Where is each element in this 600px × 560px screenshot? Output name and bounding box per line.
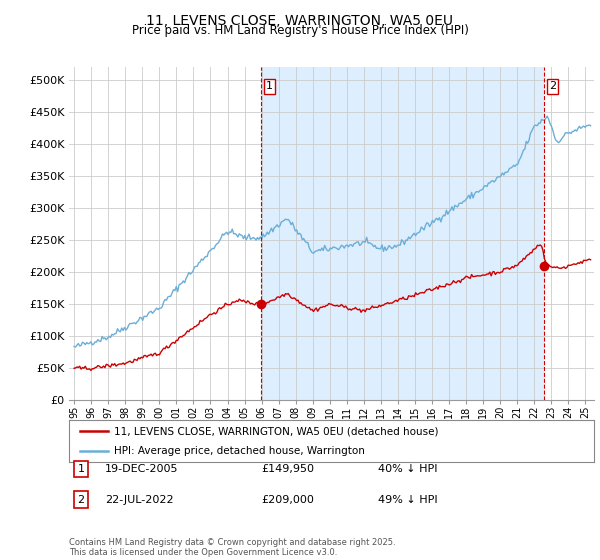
Text: 20: 20 [187,431,200,441]
Text: 20: 20 [290,431,302,441]
Text: £149,950: £149,950 [261,464,314,474]
Text: 20: 20 [528,431,541,441]
Text: 20: 20 [256,431,268,441]
Bar [261,67,544,400]
Text: 20: 20 [272,431,285,441]
Text: 19: 19 [119,431,131,441]
Text: 20: 20 [443,431,455,441]
Text: 1: 1 [266,81,273,91]
Text: 20: 20 [221,431,234,441]
Text: 11, LEVENS CLOSE, WARRINGTON, WA5 0EU (detached house): 11, LEVENS CLOSE, WARRINGTON, WA5 0EU (d… [113,426,438,436]
Text: 20: 20 [323,431,336,441]
Text: 20: 20 [477,431,490,441]
Text: 19: 19 [68,431,80,441]
Text: 20: 20 [153,431,166,441]
Text: 20: 20 [358,431,370,441]
Text: Contains HM Land Registry data © Crown copyright and database right 2025.
This d: Contains HM Land Registry data © Crown c… [69,538,395,557]
Text: 20: 20 [375,431,387,441]
Text: 20: 20 [426,431,438,441]
Text: £209,000: £209,000 [261,494,314,505]
Text: 20: 20 [409,431,421,441]
Text: 20: 20 [511,431,523,441]
Text: HPI: Average price, detached house, Warrington: HPI: Average price, detached house, Warr… [113,446,365,456]
Text: Price paid vs. HM Land Registry's House Price Index (HPI): Price paid vs. HM Land Registry's House … [131,24,469,37]
Text: 20: 20 [494,431,506,441]
Text: 19: 19 [102,431,115,441]
Text: 40% ↓ HPI: 40% ↓ HPI [378,464,437,474]
Text: 20: 20 [170,431,182,441]
Text: 20: 20 [307,431,319,441]
Text: 20: 20 [460,431,472,441]
Text: 20: 20 [238,431,251,441]
Text: 20: 20 [579,431,592,441]
Text: 49% ↓ HPI: 49% ↓ HPI [378,494,437,505]
Text: 19: 19 [136,431,148,441]
Text: 22-JUL-2022: 22-JUL-2022 [105,494,173,505]
Text: 19-DEC-2005: 19-DEC-2005 [105,464,179,474]
Text: 19: 19 [85,431,97,441]
Text: 20: 20 [392,431,404,441]
Text: 11, LEVENS CLOSE, WARRINGTON, WA5 0EU: 11, LEVENS CLOSE, WARRINGTON, WA5 0EU [146,14,454,28]
Text: 20: 20 [204,431,217,441]
Text: 20: 20 [545,431,557,441]
Text: 1: 1 [77,464,85,474]
Text: 20: 20 [562,431,575,441]
Text: 2: 2 [77,494,85,505]
Text: 2: 2 [549,81,556,91]
Text: 20: 20 [341,431,353,441]
